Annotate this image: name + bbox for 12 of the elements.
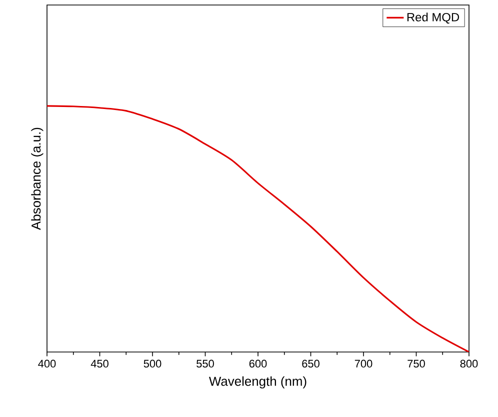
x-axis-title: Wavelength (nm) (208, 376, 306, 388)
x-tick-label: 600 (249, 360, 267, 368)
x-tick-label: 700 (354, 360, 372, 368)
x-tick-label: 750 (408, 360, 425, 368)
y-axis-title: Absorbance (a.u.) (31, 128, 44, 230)
x-tick-label: 800 (460, 360, 478, 368)
x-tick-label: 400 (38, 360, 56, 368)
legend-label: Red MQD (407, 12, 460, 24)
x-tick-label: 550 (196, 360, 214, 368)
x-tick-label: 500 (144, 360, 162, 368)
x-tick-label: 450 (90, 360, 108, 368)
x-tick-label: 650 (302, 360, 320, 368)
